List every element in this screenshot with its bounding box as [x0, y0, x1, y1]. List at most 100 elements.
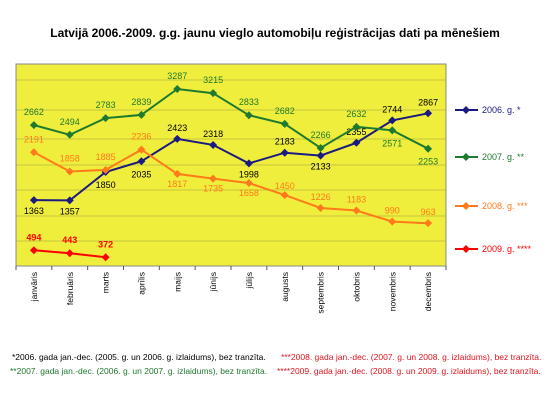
legend-marker-2: [462, 153, 470, 161]
data-label-s2-2: 2783: [96, 100, 116, 110]
point-s3-9: [352, 206, 361, 215]
point-s1-8: [316, 151, 325, 160]
data-label-s1-2: 1850: [96, 180, 116, 190]
point-s1-11: [424, 109, 433, 118]
data-label-s4-1: 443: [62, 235, 77, 245]
point-s2-5: [209, 89, 218, 98]
x-tick-label-7: augusts: [280, 272, 290, 302]
data-label-s2-4: 3287: [167, 71, 187, 81]
x-tick-label-4: maijs: [172, 272, 182, 292]
data-label-s3-5: 1735: [203, 184, 223, 194]
chart-title: Latvijā 2006.-2009. g.g. jaunu vieglo au…: [50, 26, 500, 40]
data-label-s3-1: 1858: [60, 154, 80, 164]
point-s2-1: [65, 130, 74, 139]
point-s1-1: [65, 196, 74, 205]
data-label-s2-0: 2662: [24, 107, 44, 117]
x-tick-label-8: septembris: [316, 272, 326, 314]
data-label-s1-11: 2867: [418, 97, 438, 107]
point-s3-7: [280, 191, 289, 200]
data-label-s2-10: 2571: [382, 138, 402, 148]
footnote-2009: ****2009. gada jan.-dec. (2008. g. un 20…: [277, 366, 541, 376]
data-label-s1-10: 2744: [382, 104, 402, 114]
legend-label-4: 2009. g. ****: [482, 244, 532, 254]
data-label-s1-9: 2355: [346, 127, 366, 137]
legend-label-1: 2006. g. *: [482, 105, 521, 115]
point-s2-0: [29, 121, 38, 130]
point-s3-1: [65, 167, 74, 176]
series-line-3: [33, 148, 429, 225]
data-label-s2-6: 2833: [239, 97, 259, 107]
x-tick-label-9: oktobris: [351, 272, 361, 302]
point-s2-8: [316, 143, 325, 152]
point-s2-6: [244, 111, 253, 120]
point-s4-1: [65, 249, 74, 258]
point-s3-3: [137, 145, 146, 154]
x-tick-label-3: aprīlis: [136, 272, 146, 295]
point-s1-3: [137, 157, 146, 166]
point-s3-6: [244, 179, 253, 188]
data-label-s3-10: 990: [385, 206, 400, 216]
data-label-s3-3: 2236: [131, 132, 151, 142]
footnote-2006: *2006. gada jan.-dec. (2005. g. un 2006.…: [12, 352, 266, 362]
point-s3-4: [173, 169, 182, 178]
data-label-s3-4: 1817: [167, 179, 187, 189]
data-label-s3-7: 1450: [275, 181, 295, 191]
legend-marker-1: [462, 106, 470, 114]
x-tick-label-6: jūlijs: [244, 272, 254, 290]
point-s1-4: [173, 134, 182, 143]
data-label-s2-1: 2494: [60, 117, 80, 127]
data-label-s2-5: 3215: [203, 75, 223, 85]
x-tick-label-1: februāris: [65, 272, 75, 305]
data-label-s1-6: 1998: [239, 169, 259, 179]
point-s1-10: [388, 116, 397, 125]
point-s2-3: [137, 110, 146, 119]
x-tick-label-5: jūnijs: [208, 272, 218, 292]
point-s3-5: [209, 174, 218, 183]
point-s1-0: [29, 196, 38, 205]
point-s3-11: [424, 219, 433, 228]
data-label-s4-0: 494: [26, 232, 41, 242]
point-s3-2: [101, 165, 110, 174]
point-s3-0: [29, 148, 38, 157]
point-s2-2: [101, 114, 110, 123]
data-label-s3-2: 1885: [96, 152, 116, 162]
data-label-s1-5: 2318: [203, 129, 223, 139]
data-label-s1-1: 1357: [60, 206, 80, 216]
data-label-s1-4: 2423: [167, 123, 187, 133]
x-tick-label-11: decembris: [423, 272, 433, 311]
data-label-s2-8: 2266: [311, 130, 331, 140]
data-label-s2-7: 2682: [275, 106, 295, 116]
point-s1-5: [209, 140, 218, 149]
data-label-s3-6: 1658: [239, 188, 259, 198]
data-label-s1-7: 2183: [275, 137, 295, 147]
legend-label-2: 2007. g. **: [482, 152, 525, 162]
data-label-s4-2: 372: [98, 239, 113, 249]
data-label-s1-8: 2133: [311, 162, 331, 172]
point-s4-0: [29, 246, 38, 255]
point-s2-7: [280, 119, 289, 128]
data-label-s1-3: 2035: [131, 169, 151, 179]
point-s1-6: [244, 159, 253, 168]
data-label-s2-3: 2839: [131, 97, 151, 107]
data-label-s3-9: 1183: [347, 194, 366, 204]
data-label-s3-8: 1226: [311, 192, 331, 202]
point-s2-4: [173, 85, 182, 93]
point-s2-9: [352, 122, 361, 131]
point-s3-10: [388, 217, 397, 226]
point-s1-9: [352, 138, 361, 147]
point-s2-10: [388, 126, 397, 135]
legend-label-3: 2008. g. ***: [482, 201, 528, 211]
data-label-s3-0: 2191: [24, 134, 44, 144]
data-label-s1-0: 1363: [24, 206, 44, 216]
legend-marker-4: [462, 245, 470, 253]
footnote-2008: ***2008. gada jan.-dec. (2007. g. un 200…: [281, 352, 542, 362]
data-label-s2-11: 2253: [418, 157, 438, 167]
point-s2-11: [424, 144, 433, 153]
point-s3-8: [316, 203, 325, 212]
legend-marker-3: [462, 202, 470, 210]
point-s4-2: [101, 253, 110, 262]
series-line-1: [33, 112, 429, 202]
x-tick-label-0: janvāris: [29, 272, 39, 302]
